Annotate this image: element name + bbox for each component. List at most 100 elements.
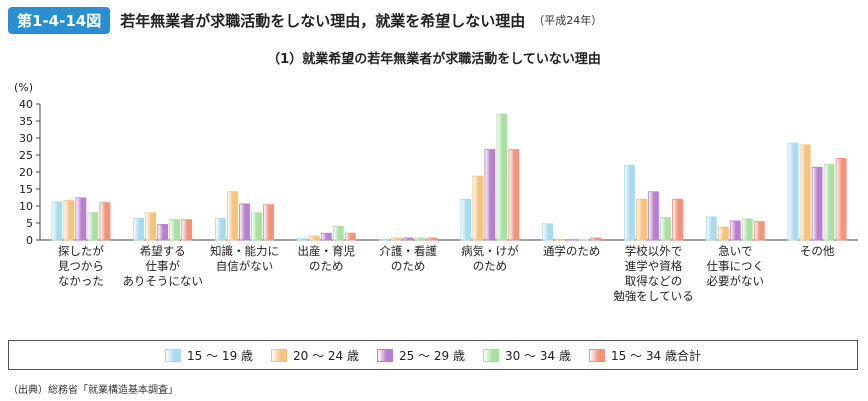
bar: [636, 198, 647, 241]
chart-title: （1）就業希望の若年無業者が求職活動をしていない理由: [267, 52, 601, 67]
bar: [296, 238, 308, 241]
bar: [542, 223, 554, 241]
bar: [133, 217, 145, 241]
y-tick-label: 10: [19, 200, 33, 213]
bar: [63, 200, 75, 241]
x-tick-label: 病気・けが: [461, 244, 519, 258]
x-tick-label: ありそうにない: [122, 274, 203, 288]
bar: [251, 212, 262, 241]
bar: [496, 113, 508, 241]
bar: [87, 212, 99, 241]
figure-header: 第1-4-14図 若年無業者が求職活動をしない理由，就業を希望しない理由 （平成…: [8, 6, 602, 34]
x-tick-label: 介護・看護: [379, 244, 437, 258]
bar: [624, 164, 635, 241]
legend-label: 25 ～ 29 歳: [399, 348, 465, 363]
legend-label: 30 ～ 34 歳: [504, 348, 571, 363]
bar: [99, 202, 111, 241]
bar: [414, 237, 426, 241]
legend-label: 20 ～ 24 歳: [293, 348, 359, 363]
x-tick-label: のため: [309, 259, 344, 273]
y-tick-label: 0: [26, 234, 33, 247]
x-tick-label: なかった: [58, 274, 104, 288]
legend-label: 15 ～ 19 歳: [187, 348, 254, 363]
bar: [484, 149, 496, 241]
bar: [263, 204, 274, 241]
legend-label: 15 ～ 34 歳合計: [610, 348, 701, 363]
bar: [402, 237, 414, 241]
bar: [811, 166, 823, 241]
x-tick-label: 自信がない: [216, 259, 274, 273]
y-tick-label: 5: [26, 217, 33, 230]
bar: [729, 220, 741, 241]
bar: [426, 237, 438, 241]
legend-swatch: [271, 348, 288, 362]
bar: [157, 223, 169, 241]
bar: [717, 226, 729, 241]
legend-item: 25 ～ 29 歳: [377, 347, 465, 364]
x-tick-label: 探したが: [58, 244, 104, 258]
y-tick-label: 20: [19, 166, 33, 179]
x-tick-label: 急いで: [718, 244, 752, 258]
y-axis-unit-label: (%): [14, 81, 33, 94]
legend-item: 15 ～ 19 歳: [165, 347, 253, 364]
bar: [320, 232, 332, 241]
bar: [835, 157, 847, 241]
bar: [590, 237, 602, 241]
figure-number-badge: 第1-4-14図: [8, 6, 111, 34]
chart-legend: 15 ～ 19 歳 20 ～ 24 歳 25 ～ 29 歳 30 ～ 34 歳 15 ～…: [8, 340, 858, 370]
x-tick-label: その他: [800, 244, 835, 258]
bar: [227, 191, 238, 241]
y-tick-label: 35: [19, 115, 33, 128]
bar: [51, 201, 63, 241]
bar: [787, 142, 799, 241]
x-tick-label: 仕事につく: [707, 259, 765, 273]
bar: [554, 238, 566, 241]
bar: [390, 237, 402, 241]
bar: [181, 219, 193, 241]
bar: [672, 198, 683, 241]
bar: [508, 149, 520, 241]
x-tick-label: 仕事が: [145, 259, 180, 273]
y-tick-label: 40: [19, 98, 33, 111]
legend-item: 15 ～ 34 歳合計: [588, 347, 701, 364]
bar: [799, 144, 811, 241]
bar: [145, 212, 157, 241]
x-tick-label: 希望する: [140, 244, 186, 258]
bar: [215, 217, 226, 241]
legend-swatch: [588, 348, 605, 362]
figure-subtitle: （平成24年）: [533, 14, 603, 27]
bar: [660, 217, 671, 241]
legend-item: 20 ～ 24 歳: [271, 347, 359, 364]
legend-swatch: [165, 348, 182, 362]
bar: [75, 197, 87, 241]
bar: [308, 235, 320, 241]
bar: [648, 191, 659, 241]
legend-swatch: [377, 348, 393, 362]
x-tick-label: 学校以外で: [625, 244, 683, 258]
bar: [705, 216, 717, 241]
bar: [169, 219, 181, 241]
legend-swatch: [482, 348, 499, 362]
bar: [239, 203, 250, 241]
bar: [460, 198, 472, 241]
figure-title: 若年無業者が求職活動をしない理由，就業を希望しない理由: [120, 11, 526, 30]
x-tick-label: 通学のため: [543, 244, 601, 258]
x-tick-label: 必要がない: [707, 274, 765, 288]
y-tick-label: 15: [19, 183, 33, 196]
x-tick-label: 取得などの: [625, 274, 683, 288]
x-tick-label: 知識・能力に: [210, 244, 279, 258]
x-tick-label: 進学や資格: [625, 259, 683, 273]
x-tick-label: 見つから: [58, 259, 104, 273]
bar: [378, 238, 390, 241]
x-tick-label: 出産・育児: [298, 244, 356, 258]
x-tick-label: 勉強をしている: [613, 289, 693, 303]
bar: [823, 164, 835, 241]
bar: [344, 232, 356, 241]
y-tick-label: 25: [19, 149, 33, 162]
x-tick-label: のため: [473, 259, 508, 273]
bar: [753, 221, 765, 241]
bar: [741, 218, 753, 241]
source-note: （出典）総務省「就業構造基本調査」: [8, 385, 178, 396]
bar: [332, 225, 344, 241]
